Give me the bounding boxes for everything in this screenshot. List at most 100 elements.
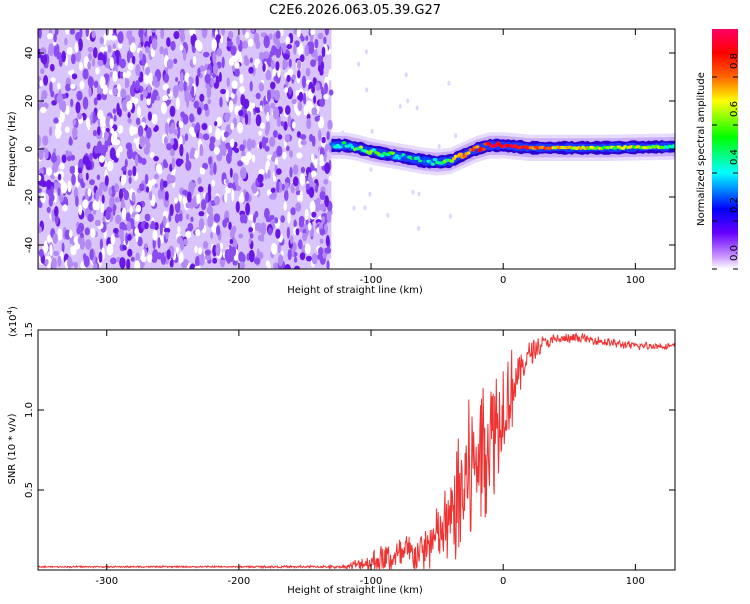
noise-cell — [212, 257, 218, 264]
noise-cell — [44, 259, 49, 265]
noise-cell — [289, 36, 293, 43]
noise-cell — [94, 219, 101, 227]
noise-cell — [176, 246, 179, 253]
noise-cell — [178, 81, 185, 92]
spectrogram-panel: -300 -200 -100 0 100 40 20 0 -20 -40 Height of st… — [7, 28, 676, 296]
noise-cell — [124, 158, 128, 168]
noise-cell — [61, 50, 66, 63]
noise-cell — [96, 93, 102, 101]
noise-cell — [114, 183, 119, 193]
noise-cell — [73, 261, 78, 269]
noise-cell — [166, 143, 173, 151]
noise-cell — [97, 52, 104, 63]
noise-speckle — [363, 205, 367, 211]
noise-cell — [78, 38, 83, 52]
noise-cell — [52, 161, 58, 173]
noise-cell — [92, 200, 99, 211]
noise-cell — [276, 116, 281, 128]
noise-cell — [65, 29, 70, 35]
noise-cell — [207, 183, 212, 196]
noise-cell — [287, 249, 292, 261]
noise-cell — [223, 131, 229, 138]
noise-cell — [53, 45, 58, 58]
noise-cell — [99, 115, 107, 128]
noise-cell — [122, 245, 127, 251]
noise-cell — [67, 180, 72, 193]
noise-cell — [143, 73, 150, 85]
noise-cell — [321, 46, 326, 58]
noise-cell — [47, 187, 54, 198]
noise-cell — [305, 183, 310, 190]
noise-cell — [60, 181, 68, 194]
noise-cell — [159, 46, 164, 55]
noise-cell — [101, 194, 105, 204]
noise-cell — [137, 105, 141, 118]
noise-cell — [264, 145, 270, 152]
colorbar-tick-label: 0.6 — [729, 101, 740, 117]
noise-cell — [152, 229, 158, 241]
signal-core — [416, 156, 420, 160]
noise-cell — [215, 243, 221, 257]
noise-cell — [145, 141, 151, 150]
noise-cell — [71, 53, 76, 65]
noise-cell — [41, 52, 48, 65]
noise-cell — [290, 207, 296, 216]
noise-cell — [328, 68, 333, 79]
noise-cell — [185, 160, 192, 172]
noise-cell — [150, 151, 155, 159]
noise-cell — [239, 213, 246, 224]
signal-core — [449, 159, 455, 163]
signal-core — [496, 141, 501, 145]
noise-cell — [215, 127, 221, 141]
noise-cell — [126, 221, 132, 232]
noise-cell — [56, 93, 63, 104]
noise-cell — [291, 74, 296, 80]
noise-cell — [127, 112, 131, 119]
noise-cell — [46, 179, 52, 190]
noise-cell — [64, 37, 68, 46]
noise-cell — [297, 101, 303, 112]
snr-xtick-label: -300 — [95, 576, 118, 587]
noise-cell — [141, 249, 145, 262]
noise-cell — [62, 204, 68, 212]
noise-cell — [295, 228, 300, 236]
noise-cell — [67, 70, 74, 76]
noise-cell — [145, 66, 150, 76]
noise-cell — [219, 96, 223, 108]
noise-cell — [43, 75, 49, 86]
noise-cell — [109, 118, 114, 128]
noise-cell — [311, 85, 316, 94]
noise-cell — [69, 136, 72, 146]
noise-cell — [170, 122, 176, 134]
noise-cell — [47, 234, 52, 243]
noise-cell — [38, 29, 42, 39]
noise-cell — [316, 197, 321, 204]
noise-cell — [126, 258, 131, 269]
noise-cell — [305, 218, 309, 226]
noise-cell — [272, 106, 280, 120]
noise-cell — [92, 129, 97, 137]
noise-cell — [285, 105, 291, 116]
spectrogram-xtick-label: 0 — [500, 275, 506, 286]
noise-cell — [187, 222, 194, 232]
noise-cell — [154, 183, 158, 189]
noise-cell — [40, 192, 46, 204]
noise-cell — [74, 165, 78, 176]
noise-cell — [288, 58, 292, 68]
noise-cell — [198, 211, 205, 217]
signal-core — [340, 143, 344, 147]
noise-cell — [146, 127, 152, 139]
noise-cell — [82, 68, 89, 80]
noise-cell — [40, 106, 47, 114]
noise-cell — [209, 136, 216, 144]
snr-scale-text: (x104) — [6, 306, 19, 337]
colorbar-tick-label: 0.0 — [729, 245, 740, 261]
spectrogram-ytick-label: -40 — [24, 237, 35, 253]
noise-cell — [242, 40, 249, 49]
signal-core — [420, 157, 425, 161]
noise-cell — [231, 80, 238, 89]
noise-cell — [108, 187, 112, 196]
noise-cell — [310, 59, 317, 67]
noise-cell — [97, 59, 104, 67]
noise-cell — [57, 82, 61, 90]
